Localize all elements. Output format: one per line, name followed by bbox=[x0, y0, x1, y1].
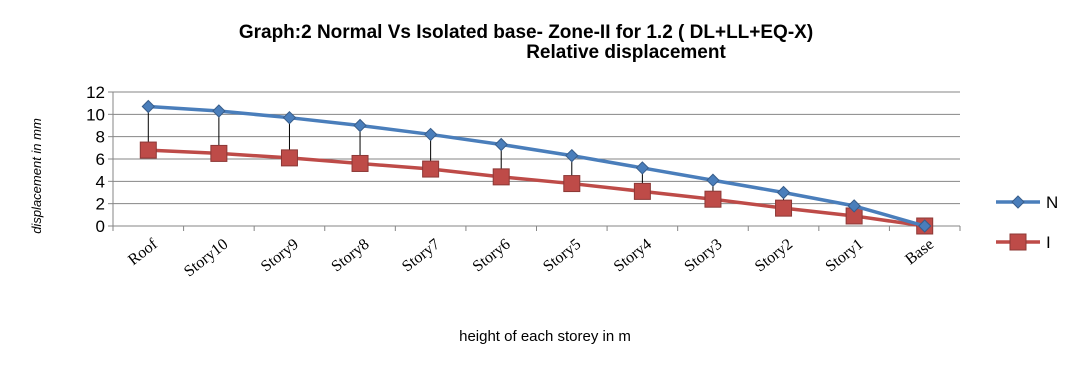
x-tick-labels: Roof Story10 Story9 Story8 Story7 Story6 Story… bbox=[125, 235, 937, 280]
series-line bbox=[148, 148, 925, 228]
diamond-marker bbox=[1011, 195, 1025, 209]
x-tick-label: Base bbox=[902, 236, 937, 269]
square-marker bbox=[280, 149, 298, 167]
diamond-marker bbox=[706, 173, 720, 187]
diamond-marker bbox=[918, 219, 932, 233]
chart-title-line-1: Graph:2 Normal Vs Isolated base- Zone-II… bbox=[239, 22, 813, 43]
diamond-marker bbox=[212, 104, 226, 118]
x-tick-label: Story4 bbox=[611, 236, 655, 276]
drop-lines bbox=[147, 106, 855, 216]
x-tick-label: Story9 bbox=[258, 236, 302, 276]
series bbox=[139, 99, 934, 235]
diamond-marker bbox=[635, 161, 650, 175]
square-marker bbox=[1009, 233, 1027, 251]
legend-entry: N bbox=[996, 193, 1058, 212]
square-marker bbox=[139, 141, 157, 159]
x-axis-title: height of each storey in m bbox=[459, 328, 631, 345]
x-tick-label: Story1 bbox=[822, 236, 866, 276]
x-tick-label: Story6 bbox=[470, 236, 514, 276]
x-tick-label: Story3 bbox=[681, 236, 725, 276]
chart-title-line-2: Relative displacement bbox=[526, 42, 726, 63]
y-tick-label: 8 bbox=[96, 128, 105, 147]
square-marker bbox=[775, 199, 793, 217]
y-axis-title: displacement in mm bbox=[29, 118, 44, 234]
square-marker bbox=[210, 144, 228, 162]
x-tick-label: Roof bbox=[125, 235, 161, 269]
square-marker bbox=[633, 182, 651, 200]
diamond-marker bbox=[847, 199, 861, 213]
square-marker bbox=[704, 190, 722, 208]
y-tick-label: 6 bbox=[96, 150, 105, 169]
series-I bbox=[139, 141, 934, 235]
x-tick-label: Story5 bbox=[540, 236, 584, 276]
legend-label: I bbox=[1046, 233, 1051, 252]
y-tick-label: 12 bbox=[86, 83, 105, 102]
y-tick-label: 10 bbox=[86, 105, 105, 124]
x-tick-label: Story10 bbox=[181, 236, 231, 281]
square-marker bbox=[422, 160, 440, 178]
legend-label: N bbox=[1046, 193, 1058, 212]
x-tick-label: Story2 bbox=[752, 236, 796, 276]
diamond-marker bbox=[565, 148, 579, 163]
square-marker bbox=[351, 154, 369, 172]
y-tick-label: 2 bbox=[96, 195, 105, 214]
y-tick-labels: 0 2 4 6 8 10 12 bbox=[86, 83, 105, 236]
diamond-marker bbox=[141, 99, 155, 114]
legend-entry: I bbox=[996, 233, 1051, 252]
diamond-marker bbox=[776, 185, 791, 200]
diamond-marker bbox=[282, 110, 297, 125]
diamond-marker bbox=[494, 137, 508, 152]
square-marker bbox=[492, 168, 510, 186]
diamond-marker bbox=[423, 127, 438, 142]
diamond-marker bbox=[353, 118, 367, 133]
x-tick-label: Story8 bbox=[328, 236, 372, 276]
y-tick-label: 4 bbox=[96, 172, 105, 191]
x-tick-label: Story7 bbox=[399, 236, 443, 276]
series-N bbox=[141, 99, 932, 233]
axes bbox=[108, 91, 961, 231]
square-marker bbox=[563, 175, 581, 193]
gridlines bbox=[113, 91, 960, 205]
y-tick-label: 0 bbox=[96, 217, 105, 236]
legend: NI bbox=[996, 193, 1058, 252]
series-line bbox=[148, 104, 926, 228]
